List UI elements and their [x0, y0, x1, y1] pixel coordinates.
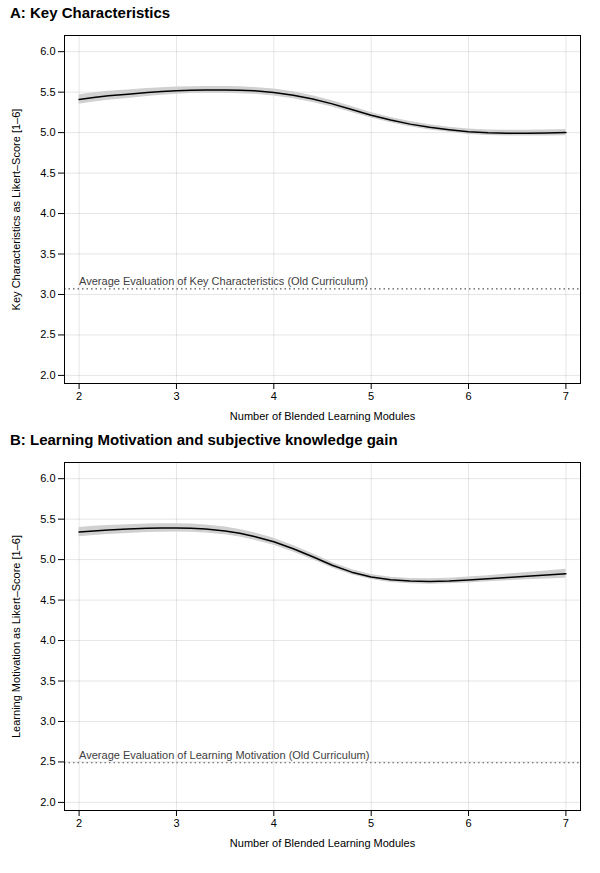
svg-text:6: 6 — [465, 390, 471, 402]
svg-text:7: 7 — [563, 390, 569, 402]
html-text:B: Learning Motivation and sub: B: Learning Motivation and subjective kn… — [10, 431, 398, 448]
svg-text:4.5: 4.5 — [40, 594, 55, 606]
svg-text:4: 4 — [271, 390, 277, 402]
svg-text:6: 6 — [465, 817, 471, 829]
svg-text:4.0: 4.0 — [40, 207, 55, 219]
svg-text:3.5: 3.5 — [40, 248, 55, 260]
html-text:A: Key Characteristics: A: Key Characteristics — [10, 4, 171, 21]
svg-text:Average Evaluation of Learning: Average Evaluation of Learning Motivatio… — [79, 749, 369, 761]
svg-text:2.5: 2.5 — [40, 328, 55, 340]
svg-text:3: 3 — [173, 390, 179, 402]
svg-text:4.0: 4.0 — [40, 634, 55, 646]
svg-text:5.5: 5.5 — [40, 513, 55, 525]
svg-text:6.0: 6.0 — [40, 45, 55, 57]
svg-text:7: 7 — [563, 817, 569, 829]
svg-text:Key Characteristics as Likert–: Key Characteristics as Likert–Score [1–6… — [10, 109, 22, 311]
svg-text:5.0: 5.0 — [40, 553, 55, 565]
svg-text:Average Evaluation of Key Char: Average Evaluation of Key Characteristic… — [79, 275, 368, 287]
svg-text:3.0: 3.0 — [40, 715, 55, 727]
svg-text:2.0: 2.0 — [40, 369, 55, 381]
svg-text:4: 4 — [271, 817, 277, 829]
svg-text:3.0: 3.0 — [40, 288, 55, 300]
svg-text:5: 5 — [368, 390, 374, 402]
svg-text:Number of Blended Learning Mod: Number of Blended Learning Modules — [230, 410, 416, 422]
svg-text:2.5: 2.5 — [40, 755, 55, 767]
svg-text:3.5: 3.5 — [40, 675, 55, 687]
svg-text:5.5: 5.5 — [40, 86, 55, 98]
svg-text:4.5: 4.5 — [40, 167, 55, 179]
svg-text:5: 5 — [368, 817, 374, 829]
svg-text:3: 3 — [173, 817, 179, 829]
svg-text:2: 2 — [76, 817, 82, 829]
svg-text:2: 2 — [76, 390, 82, 402]
svg-text:Learning Motivation as Likert–: Learning Motivation as Likert–Score [1–6… — [10, 535, 22, 738]
svg-text:2.0: 2.0 — [40, 796, 55, 808]
svg-text:5.0: 5.0 — [40, 126, 55, 138]
svg-text:6.0: 6.0 — [40, 472, 55, 484]
svg-text:Number of Blended Learning Mod: Number of Blended Learning Modules — [230, 837, 416, 849]
